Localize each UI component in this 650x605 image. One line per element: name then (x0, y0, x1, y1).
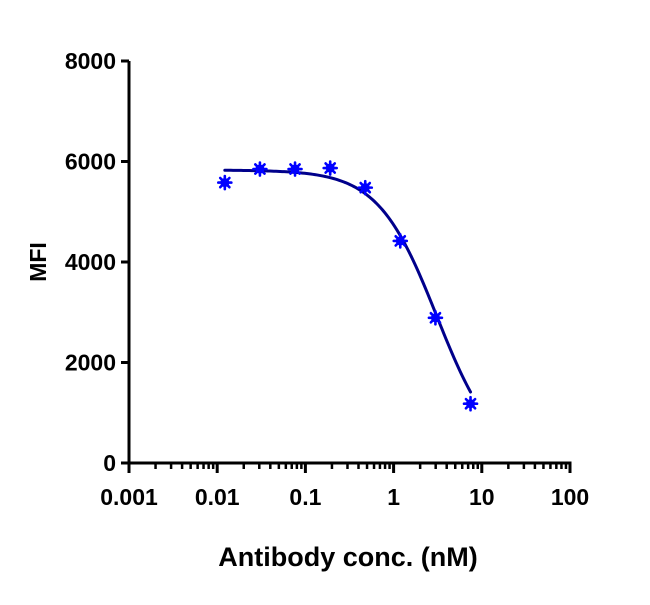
x-tick-label: 0.1 (289, 484, 321, 510)
fit-curve (223, 168, 473, 394)
y-tick-label: 6000 (65, 149, 116, 175)
data-point-marker (252, 161, 268, 177)
y-tick-label: 4000 (65, 249, 116, 275)
data-point-marker (217, 174, 233, 191)
axes: 0 2000 4000 6000 8000 0.001 0.01 0.1 1 10 100 (65, 48, 589, 510)
x-tick-label: 0.01 (195, 484, 240, 510)
y-tick-label: 2000 (65, 350, 116, 376)
y-tick-label: 8000 (65, 48, 116, 74)
x-tick-label: 10 (469, 484, 495, 510)
data-point-marker (462, 395, 479, 412)
x-tick-label: 0.001 (100, 484, 158, 510)
x-tick-label: 100 (551, 484, 589, 510)
x-axis-title: Antibody conc. (nM) (218, 542, 477, 572)
data-points (217, 160, 479, 412)
data-point-marker (287, 161, 303, 177)
x-tick-label: 1 (387, 484, 400, 510)
data-point-marker (322, 160, 338, 176)
data-point-marker (392, 233, 409, 249)
y-axis-title: MFI (25, 242, 51, 282)
fit-curve-line (223, 168, 473, 394)
y-tick-label: 0 (103, 450, 116, 476)
data-point-marker (357, 179, 374, 196)
data-point-marker (427, 309, 444, 326)
